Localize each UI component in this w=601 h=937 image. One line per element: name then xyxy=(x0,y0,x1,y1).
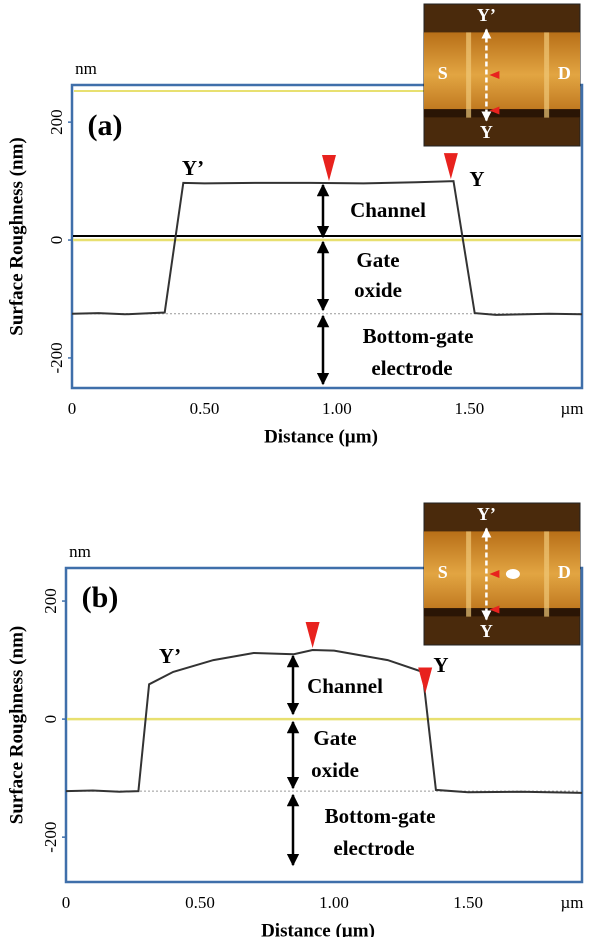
x-tick-label: 1.50 xyxy=(455,399,485,418)
annotation: oxide xyxy=(311,758,359,782)
annotation: Bottom-gate xyxy=(325,804,436,828)
inset-stripe xyxy=(544,32,549,117)
annotation: Y xyxy=(433,653,448,677)
x-tick-label: 0 xyxy=(68,399,77,418)
y-axis-label: Surface Roughness (nm) xyxy=(6,626,27,824)
y-tick-label: -200 xyxy=(41,822,60,853)
annotation: Bottom-gate xyxy=(363,324,474,348)
inset-stripe xyxy=(466,32,471,117)
inset-stripe xyxy=(544,531,549,616)
inset-particle xyxy=(506,569,520,579)
x-tick-label: 0 xyxy=(62,893,71,912)
x-tick-label: 0.50 xyxy=(185,893,215,912)
y-tick-label: 0 xyxy=(41,715,60,724)
annotation: electrode xyxy=(333,836,414,860)
x-tick-label: 0.50 xyxy=(190,399,220,418)
x-unit: µm xyxy=(560,893,583,912)
annotation: Channel xyxy=(350,198,426,222)
annotation: Channel xyxy=(307,674,383,698)
panel-label: (b) xyxy=(82,581,119,614)
inset-label: Y’ xyxy=(477,504,496,524)
cursor-marker xyxy=(444,153,458,179)
cursor-marker xyxy=(306,622,320,648)
annotation: Gate xyxy=(313,726,356,750)
inset-image: Y’ Y S D xyxy=(424,4,580,146)
inset-stripe xyxy=(466,531,471,616)
cursor-marker xyxy=(418,667,432,693)
annotation: Gate xyxy=(356,248,399,272)
x-tick-label: 1.50 xyxy=(453,893,483,912)
y-tick-label: 0 xyxy=(47,236,66,245)
inset-label: S xyxy=(438,63,448,83)
cursor-marker xyxy=(322,155,336,181)
inset-edge xyxy=(424,608,580,617)
annotation: oxide xyxy=(354,278,402,302)
y-unit: nm xyxy=(69,542,91,561)
inset-label: D xyxy=(558,63,571,83)
panel-label: (a) xyxy=(88,109,123,142)
annotation: electrode xyxy=(371,356,452,380)
profile-line xyxy=(72,181,582,315)
x-tick-label: 1.00 xyxy=(319,893,349,912)
annotation: Y’ xyxy=(182,156,204,180)
inset-label: Y xyxy=(480,122,493,142)
x-tick-label: 1.00 xyxy=(322,399,352,418)
y-unit: nm xyxy=(75,59,97,78)
inset-label: D xyxy=(558,562,571,582)
inset-label: Y’ xyxy=(477,5,496,25)
annotation: Y’ xyxy=(159,644,181,668)
inset-label: S xyxy=(438,562,448,582)
x-axis-label: Distance (µm) xyxy=(261,920,375,937)
x-unit: µm xyxy=(560,399,583,418)
annotation: Y xyxy=(469,167,484,191)
y-tick-label: 200 xyxy=(41,588,60,614)
x-axis-label: Distance (µm) xyxy=(264,426,378,447)
inset-edge xyxy=(424,109,580,118)
y-axis-label: Surface Roughness (nm) xyxy=(6,137,27,335)
inset-label: Y xyxy=(480,621,493,641)
y-tick-label: -200 xyxy=(47,342,66,373)
inset-image: Y’ Y S D xyxy=(424,503,580,645)
figure: -200 0 200 0 0.50 1.00 1.50 nm µm Distance (µm) Su… xyxy=(0,0,601,937)
y-tick-label: 200 xyxy=(47,109,66,134)
